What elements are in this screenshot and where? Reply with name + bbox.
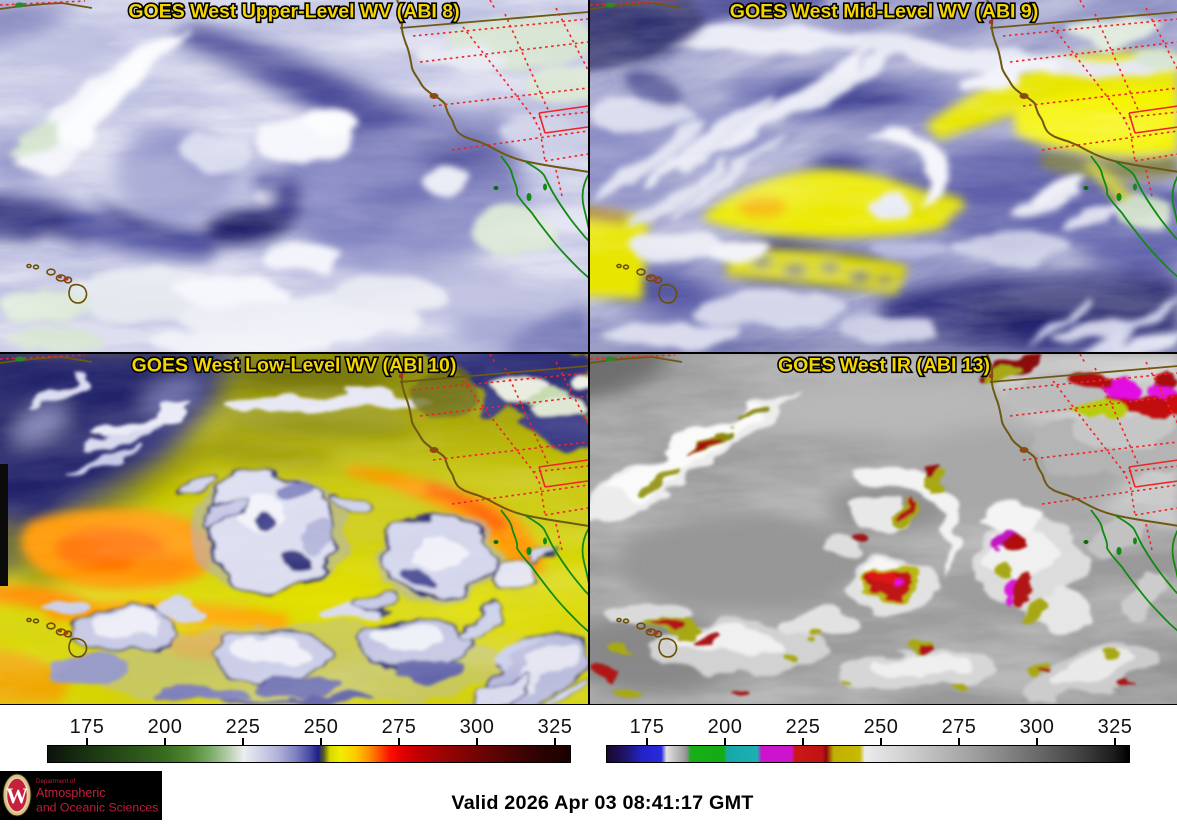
svg-text:GOES West Mid-Level WV (ABI 9): GOES West Mid-Level WV (ABI 9) — [730, 1, 1038, 23]
svg-text:GOES West IR (ABI 13): GOES West IR (ABI 13) — [778, 355, 990, 377]
svg-text:GOES West Upper-Level WV (ABI: GOES West Upper-Level WV (ABI 8) — [128, 1, 459, 23]
svg-text:Atmospheric: Atmospheric — [36, 786, 105, 800]
svg-text:W: W — [6, 783, 28, 808]
svg-text:and Oceanic Sciences: and Oceanic Sciences — [36, 801, 158, 815]
svg-text:GOES West Low-Level WV (ABI 10: GOES West Low-Level WV (ABI 10) — [132, 355, 457, 377]
svg-text:Department of: Department of — [36, 778, 75, 785]
